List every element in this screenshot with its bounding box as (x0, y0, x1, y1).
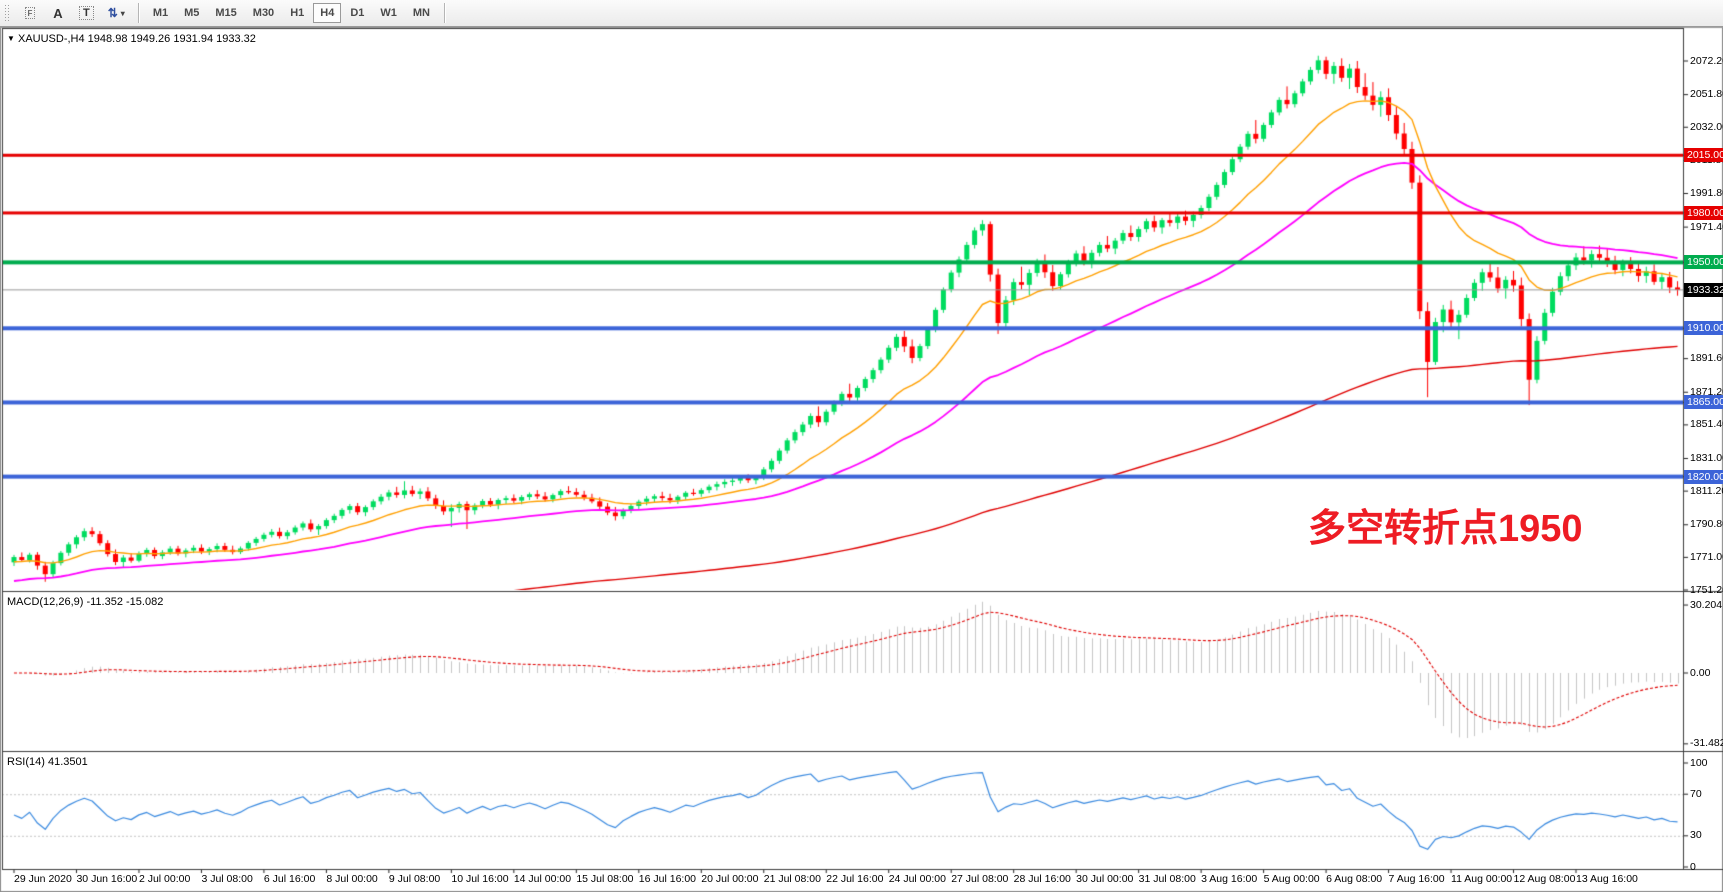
date-tick-label: 15 Jul 08:00 (576, 873, 634, 885)
timeframe-h1-button[interactable]: H1 (283, 3, 311, 23)
hline-price-label: 1865.00 (1684, 395, 1723, 410)
date-tick-label: 6 Jul 16:00 (263, 873, 316, 885)
letter-t-icon: T (79, 6, 94, 20)
close-value: 1933.32 (216, 33, 256, 45)
price-tick-label: 1831.00 (1690, 451, 1723, 464)
timeframe-h4-button[interactable]: H4 (313, 3, 342, 23)
price-tick-label: 2051.80 (1690, 88, 1723, 101)
price-tick-label: 1891.60 (1690, 352, 1723, 365)
rsi-tick-label: 30 (1690, 829, 1702, 842)
timeframe-mn-button[interactable]: MN (406, 3, 437, 23)
date-tick-label: 30 Jul 00:00 (1076, 873, 1134, 885)
price-tick-label: 1790.80 (1690, 518, 1723, 531)
date-tick-label: 5 Aug 00:00 (1263, 873, 1320, 885)
hline-price-label: 1910.00 (1684, 321, 1723, 336)
date-tick-label: 14 Jul 00:00 (513, 873, 572, 885)
price-tick-label: 1811.20 (1690, 484, 1723, 497)
price-tick-label: 2032.00 (1690, 120, 1723, 133)
chart-grid-button[interactable]: F (17, 2, 43, 24)
price-tick-label: 2072.20 (1690, 54, 1723, 67)
hline-price-label: 2015.00 (1684, 148, 1723, 163)
hline-price-label: 1950.00 (1684, 255, 1723, 270)
arrange-button[interactable]: ⇅ ▾ (102, 2, 131, 24)
date-tick-label: 24 Jul 00:00 (888, 873, 946, 885)
price-tick-label: 1871.20 (1690, 385, 1723, 398)
date-tick-label: 3 Jul 08:00 (201, 873, 253, 885)
date-tick-label: 30 Jun 16:00 (76, 873, 138, 885)
timeframe-m1-button[interactable]: M1 (146, 3, 175, 23)
letter-a-icon: A (53, 5, 63, 21)
hline-price-label: 1980.00 (1684, 205, 1723, 220)
timeframe-m30-button[interactable]: M30 (246, 3, 281, 23)
date-tick-label: 22 Jul 16:00 (826, 873, 884, 885)
date-tick-label: 16 Jul 16:00 (638, 873, 697, 885)
rsi-tick-label: 100 (1690, 756, 1708, 769)
open-value: 1948.98 (87, 33, 128, 45)
macd-indicator-label: MACD(12,26,9) -11.352 -15.082 (7, 596, 164, 608)
date-tick-label: 29 Jun 2020 (14, 873, 72, 885)
high-value: 1949.26 (130, 33, 171, 45)
hline-price-label: 1820.00 (1684, 469, 1723, 484)
price-tick-label: 1771.00 (1690, 550, 1723, 563)
current-price-label: 1933.32 (1684, 282, 1723, 297)
macd-tick-label: 0.00 (1690, 666, 1711, 679)
arrows-icon: ⇅ (107, 6, 118, 20)
timeframe-m15-button[interactable]: M15 (208, 3, 243, 23)
rsi-tick-label: 0 (1690, 860, 1696, 873)
toolbar-separator (443, 3, 445, 23)
grid-f-icon: F (24, 7, 36, 19)
price-tick-label: 1991.80 (1690, 186, 1723, 199)
date-tick-label: 12 Aug 08:00 (1513, 873, 1576, 885)
date-tick-label: 3 Aug 16:00 (1201, 873, 1258, 885)
date-tick-label: 2 Jul 00:00 (138, 873, 191, 885)
date-tick-label: 21 Jul 08:00 (763, 873, 821, 885)
date-tick-label: 31 Jul 08:00 (1138, 873, 1196, 885)
toolbar-grip[interactable] (4, 4, 10, 22)
symbol-name: XAUUSD-,H4 (17, 33, 85, 45)
price-tick-label: 1751.20 (1690, 583, 1723, 596)
timeframe-w1-button[interactable]: W1 (373, 3, 404, 23)
low-value: 1931.94 (173, 33, 214, 45)
price-tick-label: 1971.40 (1690, 220, 1723, 233)
date-tick-label: 7 Aug 16:00 (1388, 873, 1445, 885)
date-tick-label: 27 Jul 08:00 (951, 873, 1009, 885)
macd-tick-label: -31.482 (1690, 737, 1723, 750)
date-tick-label: 8 Jul 00:00 (326, 873, 378, 885)
date-tick-label: 9 Jul 08:00 (388, 873, 441, 885)
date-tick-label: 10 Jul 16:00 (451, 873, 509, 885)
rsi-indicator-label: RSI(14) 41.3501 (7, 756, 88, 768)
date-tick-label: 13 Aug 16:00 (1576, 873, 1638, 885)
price-tick-label: 1851.40 (1690, 418, 1723, 431)
rsi-tick-label: 70 (1690, 787, 1702, 800)
bull-bear-turning-point-annotation: 多空转折点1950 (1308, 508, 1583, 550)
dropdown-caret-icon: ▾ (120, 8, 125, 18)
date-tick-label: 28 Jul 16:00 (1013, 873, 1071, 885)
toolbar-separator (137, 3, 139, 23)
timeframe-d1-button[interactable]: D1 (343, 3, 371, 23)
date-tick-label: 6 Aug 08:00 (1326, 873, 1383, 885)
timeframe-m5-button[interactable]: M5 (177, 3, 206, 23)
symbol-dropdown-arrow-icon[interactable]: ▼ (7, 34, 15, 43)
chart-ohlc-header: ▼ XAUUSD-,H4 1948.98 1949.26 1931.94 193… (7, 33, 256, 45)
macd-tick-label: 30.204 (1690, 598, 1723, 611)
date-tick-label: 20 Jul 00:00 (701, 873, 759, 885)
text-tool-button[interactable]: T (73, 2, 100, 24)
toolbar: F A T ⇅ ▾ M1 M5 M15 M30 H1 H4 D1 W1 MN (0, 0, 1723, 27)
date-tick-label: 11 Aug 00:00 (1451, 873, 1513, 885)
text-label-button[interactable]: A (45, 2, 71, 24)
